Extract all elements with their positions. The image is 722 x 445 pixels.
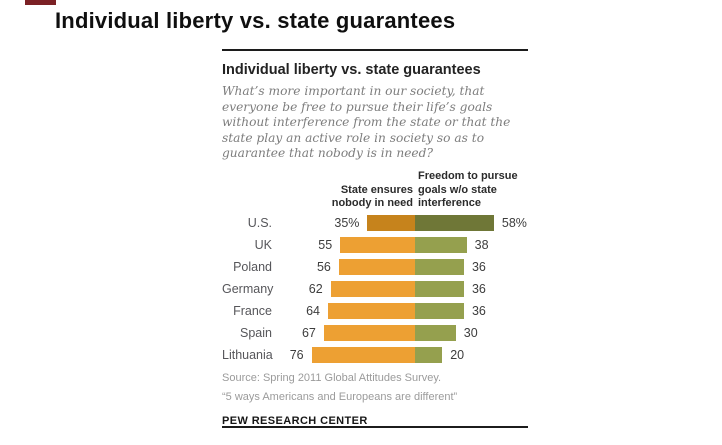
bar-row: UK 55 38 (222, 234, 528, 256)
left-series-header: State ensures nobody in need (331, 183, 413, 210)
left-value-label: 67 (301, 325, 316, 340)
right-value-label: 30 (463, 325, 478, 340)
left-bar (327, 302, 415, 319)
bar-row: Poland 56 36 (222, 256, 528, 278)
page-title: Individual liberty vs. state guarantees (55, 8, 456, 33)
country-label: Poland (233, 259, 272, 274)
country-label: Germany (222, 281, 274, 296)
left-bar (330, 280, 415, 297)
bar-row: Spain 67 30 (222, 322, 528, 344)
left-value-label: 35% (334, 215, 360, 230)
left-bar (323, 324, 415, 341)
country-label: Lithuania (222, 347, 273, 362)
left-value-label: 55 (318, 237, 333, 252)
right-bar (415, 324, 456, 341)
right-bar (415, 236, 467, 253)
bar-row: France 64 36 (222, 300, 528, 322)
bar-row: U.S. 35% 58% (222, 212, 528, 234)
left-bar (367, 214, 415, 231)
country-label: Spain (240, 325, 272, 340)
country-label: UK (254, 237, 272, 252)
left-value-label: 56 (316, 259, 331, 274)
left-value-label: 64 (306, 303, 320, 318)
chart-title: Individual liberty vs. state guarantees (222, 62, 481, 78)
screenshot-artifact (25, 0, 56, 5)
right-value-label: 36 (471, 259, 486, 274)
country-label: U.S. (247, 215, 272, 230)
chart-subtitle: What’s more important in our society, th… (222, 84, 511, 160)
right-bar (415, 302, 464, 319)
right-series-header: Freedom to pursue goals w/o state interf… (418, 170, 518, 209)
bar-rows: U.S. 35% 58% UK 55 38 Poland 56 36 Germany 62 36 Fra… (222, 212, 528, 366)
bar-row: Lithuania 76 20 (222, 344, 528, 366)
right-bar (415, 258, 464, 275)
series-headers: State ensures nobody in need Freedom to … (222, 166, 528, 212)
chart-card: Individual liberty vs. state guarantees … (222, 49, 528, 428)
right-value-label: 36 (471, 281, 486, 296)
pew-research-center-label: PEW RESEARCH CENTER (222, 414, 368, 427)
right-value-label: 36 (471, 303, 486, 318)
left-bar (311, 346, 415, 363)
right-bar (415, 214, 494, 231)
right-bar (415, 346, 443, 363)
left-bar (338, 258, 415, 275)
right-value-label: 38 (474, 237, 489, 252)
right-bar (415, 280, 464, 297)
left-value-label: 76 (289, 347, 304, 362)
diverging-bar-chart: State ensures nobody in need Freedom to … (222, 166, 528, 366)
bar-row: Germany 62 36 (222, 278, 528, 300)
right-value-label: 58% (501, 215, 527, 230)
left-bar (340, 236, 415, 253)
left-value-label: 62 (308, 281, 323, 296)
country-label: France (233, 303, 272, 318)
right-value-label: 20 (450, 347, 465, 362)
source-line-2: “5 ways Americans and Europeans are diff… (222, 390, 458, 403)
source-line-1: Source: Spring 2011 Global Attitudes Sur… (222, 371, 442, 384)
